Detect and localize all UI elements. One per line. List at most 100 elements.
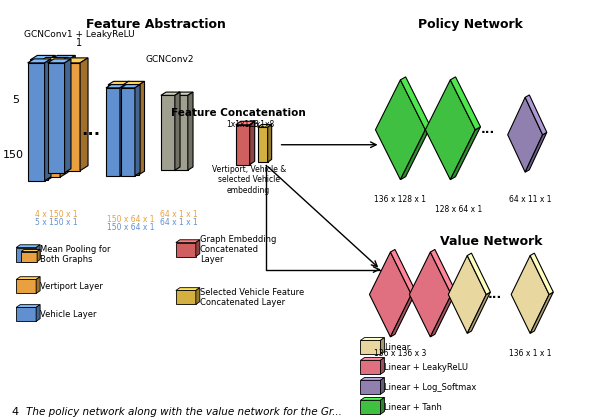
Polygon shape [430,292,456,337]
Polygon shape [30,60,48,180]
Polygon shape [16,304,40,307]
Text: Linear + LeakyReLU: Linear + LeakyReLU [385,363,468,372]
Polygon shape [108,85,124,175]
Polygon shape [16,307,36,321]
Polygon shape [106,84,125,88]
Polygon shape [361,400,380,414]
Polygon shape [361,381,380,394]
Polygon shape [68,55,75,170]
Polygon shape [121,84,140,88]
Polygon shape [361,360,380,374]
Polygon shape [16,279,36,294]
Text: 136 x 128 x 1: 136 x 128 x 1 [374,194,426,204]
Polygon shape [376,80,426,180]
Polygon shape [48,63,64,173]
Text: 4 x 150 x 1: 4 x 150 x 1 [35,210,78,219]
Polygon shape [250,121,255,165]
Polygon shape [196,240,200,257]
Polygon shape [45,59,51,181]
Polygon shape [37,249,40,262]
Polygon shape [361,340,380,354]
Polygon shape [530,253,553,294]
Polygon shape [511,255,549,333]
Polygon shape [108,81,129,85]
Text: 150 x 64 x 1: 150 x 64 x 1 [107,223,155,231]
Polygon shape [467,292,491,333]
Text: 64 x 1 x 1: 64 x 1 x 1 [160,218,197,227]
Polygon shape [58,58,88,63]
Polygon shape [106,88,120,176]
Polygon shape [258,127,268,162]
Polygon shape [36,304,40,321]
Text: Linear + Log_Softmax: Linear + Log_Softmax [385,383,477,392]
Polygon shape [525,95,547,135]
Polygon shape [139,81,144,175]
Text: 150 x 64 x 1: 150 x 64 x 1 [107,215,155,223]
Polygon shape [16,247,36,262]
Text: 150: 150 [2,150,23,160]
Polygon shape [188,92,193,170]
Polygon shape [50,55,75,60]
Text: Vertiport, Vehicle &
selected Vehicle
embedding: Vertiport, Vehicle & selected Vehicle em… [211,165,286,194]
Text: GCNConv1 + LeakyReLU: GCNConv1 + LeakyReLU [23,30,134,39]
Text: 5 x 150 x 1: 5 x 150 x 1 [35,218,78,227]
Polygon shape [258,124,272,127]
Text: 1x1x128: 1x1x128 [226,120,259,129]
Polygon shape [361,378,385,381]
Polygon shape [16,245,40,247]
Polygon shape [380,397,385,414]
Polygon shape [80,58,88,171]
Polygon shape [161,92,180,95]
Text: The policy network along with the value network for the Gr...: The policy network along with the value … [26,407,342,417]
Polygon shape [391,249,416,294]
Polygon shape [176,288,200,291]
Text: 128 x 64 x 1: 128 x 64 x 1 [435,205,482,214]
Text: Vertiport Layer: Vertiport Layer [40,282,103,291]
Text: GCNConv2: GCNConv2 [146,55,194,64]
Polygon shape [120,84,125,176]
Polygon shape [380,338,385,354]
Polygon shape [28,63,45,181]
Text: ...: ... [488,288,502,301]
Polygon shape [16,277,40,279]
Polygon shape [124,81,129,175]
Text: 136 x 136 x 3: 136 x 136 x 3 [374,349,427,358]
Polygon shape [135,84,140,176]
Polygon shape [176,240,200,243]
Polygon shape [450,77,480,130]
Polygon shape [400,77,430,130]
Polygon shape [361,397,385,400]
Polygon shape [48,55,55,180]
Polygon shape [30,55,55,60]
Polygon shape [121,88,135,176]
Polygon shape [174,92,193,95]
Polygon shape [530,292,553,333]
Polygon shape [21,252,37,262]
Polygon shape [450,127,480,180]
Text: Feature Abstraction: Feature Abstraction [86,18,226,31]
Text: 64 x 11 x 1: 64 x 11 x 1 [509,194,551,204]
Polygon shape [60,58,68,177]
Polygon shape [21,249,40,252]
Polygon shape [380,357,385,374]
Text: 1: 1 [76,38,82,48]
Polygon shape [123,85,139,175]
Polygon shape [58,63,80,171]
Text: ...: ... [481,123,495,136]
Text: Feature Concatenation: Feature Concatenation [172,108,306,118]
Polygon shape [448,255,486,333]
Text: 5: 5 [13,95,20,105]
Polygon shape [196,288,200,304]
Polygon shape [176,291,196,304]
Polygon shape [48,59,71,63]
Text: Mean Pooling for
Both Graphs: Mean Pooling for Both Graphs [40,245,111,264]
Polygon shape [38,58,68,63]
Polygon shape [361,357,385,360]
Polygon shape [361,338,385,340]
Polygon shape [175,92,180,170]
Polygon shape [380,378,385,394]
Text: 4: 4 [11,407,18,417]
Polygon shape [400,127,430,180]
Polygon shape [391,292,416,337]
Text: Graph Embedding
Concatenated
Layer: Graph Embedding Concatenated Layer [200,235,276,265]
